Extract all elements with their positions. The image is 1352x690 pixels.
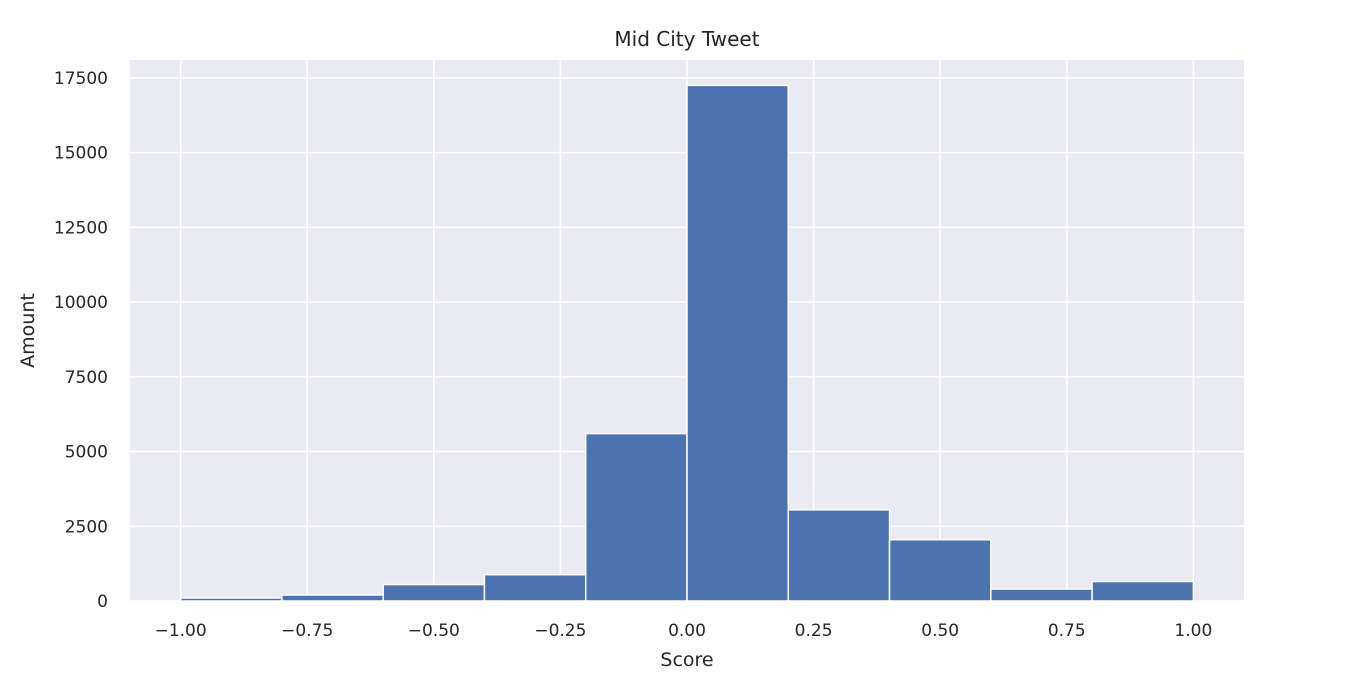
histogram-bar: [1091, 580, 1195, 602]
y-tick-label: 12500: [54, 218, 108, 238]
histogram-bar: [281, 594, 384, 602]
x-tick-label: 0.75: [1048, 621, 1086, 641]
y-tick-label: 7500: [65, 368, 108, 388]
x-tick-label: 1.00: [1174, 621, 1212, 641]
x-tick-label: 0.00: [668, 621, 706, 641]
y-tick-label: 2500: [65, 517, 108, 537]
y-tick-label: 10000: [54, 293, 108, 313]
histogram-bar: [179, 597, 283, 602]
x-tick-label: −0.50: [408, 621, 460, 641]
y-tick-label: 17500: [54, 69, 108, 89]
x-tick-label: −0.25: [534, 621, 586, 641]
histogram-bar: [787, 509, 891, 602]
histogram-bar: [584, 432, 688, 602]
x-tick-label: 0.50: [921, 621, 959, 641]
x-gridlines: [179, 60, 1195, 601]
x-tick-label: −0.75: [281, 621, 333, 641]
x-tick-label: 0.25: [795, 621, 833, 641]
chart-title: Mid City Tweet: [614, 27, 759, 51]
y-axis-label: Amount: [17, 293, 39, 368]
histogram-bar: [382, 583, 486, 602]
y-tick-label: 0: [97, 592, 108, 612]
histogram-bars: [179, 84, 1195, 602]
histogram-bar: [888, 538, 992, 602]
y-tick-label: 15000: [54, 144, 108, 164]
y-tick-labels: 0 2500 5000 7500 10000 12500 15000 17500: [54, 69, 108, 612]
x-axis-label: Score: [660, 649, 713, 671]
x-tick-labels: −1.00 −0.75 −0.50 −0.25 0.00 0.25 0.50 0.75 1.00: [155, 621, 1213, 641]
x-tick-label: −1.00: [155, 621, 207, 641]
histogram-bar: [990, 588, 1093, 602]
histogram-bar: [686, 84, 790, 602]
histogram-bar: [483, 573, 587, 602]
y-tick-label: 5000: [65, 443, 108, 463]
